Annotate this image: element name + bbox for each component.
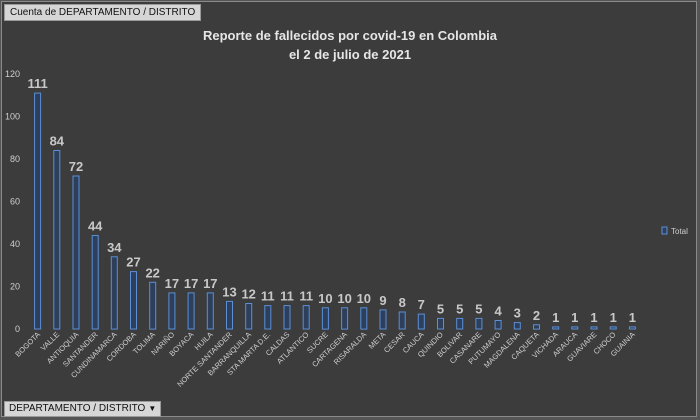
bar [283, 305, 291, 330]
bar [321, 307, 329, 330]
bar [398, 311, 406, 330]
bar [245, 303, 253, 330]
y-tick-label: 80 [10, 154, 20, 164]
data-label: 17 [165, 276, 179, 291]
data-label: 10 [318, 291, 332, 306]
bar [130, 271, 137, 330]
data-label: 5 [456, 301, 463, 316]
data-label: 1 [571, 310, 578, 325]
bar [379, 309, 387, 330]
data-label: 11 [280, 289, 294, 304]
bar [609, 326, 617, 330]
y-tick-label: 0 [15, 324, 20, 334]
value-field-button[interactable]: Cuenta de DEPARTAMENTO / DISTRITO [4, 4, 202, 21]
y-tick-label: 120 [5, 69, 20, 79]
data-label: 9 [379, 293, 386, 308]
bar [149, 281, 157, 330]
x-axis: BOGOTAVALLEANTIOQUIASANTANDERCUNDINAMARC… [13, 330, 636, 389]
y-tick-label: 40 [10, 239, 20, 249]
data-label: 111 [27, 76, 47, 91]
bar [302, 305, 310, 330]
bar [168, 292, 176, 330]
data-label: 5 [437, 301, 444, 316]
data-label: 17 [184, 276, 198, 291]
y-axis: 0 20 40 60 80 100 120 [5, 69, 20, 334]
bar [187, 292, 195, 330]
bar [552, 326, 560, 330]
bar [571, 326, 579, 330]
bar [264, 305, 272, 330]
data-label: 1 [552, 310, 559, 325]
legend-swatch [661, 226, 668, 235]
bar [628, 326, 636, 330]
data-label: 11 [299, 289, 313, 304]
data-label: 72 [69, 159, 83, 174]
data-label: 11 [261, 289, 275, 304]
x-tick-label: BOGOTA [13, 330, 42, 359]
bar [360, 307, 368, 330]
data-label: 10 [337, 291, 351, 306]
bar [475, 317, 483, 330]
bar [91, 235, 99, 330]
bar [417, 313, 425, 330]
data-label: 7 [418, 297, 425, 312]
bar [437, 317, 444, 330]
data-label: 34 [107, 240, 122, 255]
axis-field-dropdown[interactable]: DEPARTAMENTO / DISTRITO ▼ [4, 401, 162, 417]
bar [110, 256, 118, 330]
data-label: 10 [357, 291, 371, 306]
data-label: 17 [203, 276, 217, 291]
data-label: 12 [241, 287, 255, 302]
data-label: 1 [629, 310, 636, 325]
data-label: 13 [222, 284, 236, 299]
bar [513, 322, 521, 330]
legend-label: Total [671, 227, 688, 236]
bar [72, 175, 80, 330]
legend: Total [661, 226, 688, 236]
dropdown-arrow-icon: ▼ [148, 404, 157, 413]
data-label: 44 [88, 219, 103, 234]
data-label: 8 [399, 295, 406, 310]
data-label: 4 [494, 304, 502, 319]
y-tick-label: 20 [10, 282, 20, 292]
data-label: 22 [145, 265, 159, 280]
bar [53, 150, 61, 330]
data-label: 1 [590, 310, 597, 325]
bars [34, 92, 636, 330]
bar [533, 324, 540, 330]
bar [34, 92, 42, 330]
data-label: 84 [50, 134, 65, 149]
data-label: 3 [514, 306, 521, 321]
bar [456, 317, 464, 330]
bar [226, 300, 233, 330]
chart-subtitle: el 2 de julio de 2021 [289, 47, 411, 62]
bar [494, 320, 502, 330]
chart-title: Reporte de fallecidos por covid-19 en Co… [203, 28, 498, 43]
bar [341, 307, 349, 330]
axis-field-label: DEPARTAMENTO / DISTRITO [9, 403, 146, 414]
data-label: 2 [533, 308, 540, 323]
y-tick-label: 100 [5, 112, 20, 122]
bar [590, 326, 598, 330]
data-label: 27 [126, 255, 140, 270]
data-label: 5 [475, 301, 482, 316]
bar [206, 292, 214, 330]
data-label: 1 [610, 310, 617, 325]
y-tick-label: 60 [10, 197, 20, 207]
